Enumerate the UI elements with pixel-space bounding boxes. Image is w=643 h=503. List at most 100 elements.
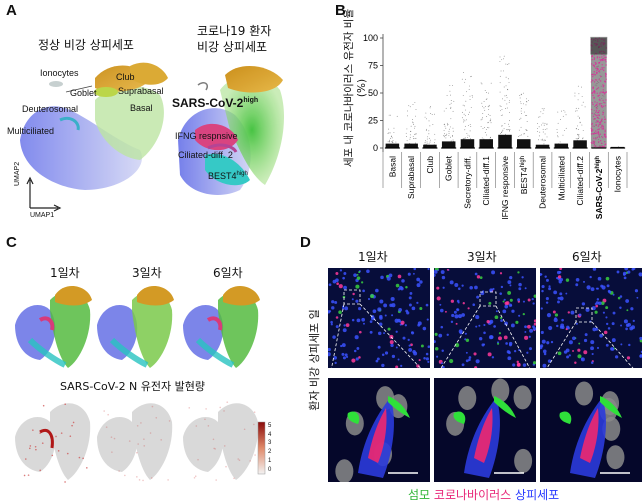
cell-dot [361,281,364,284]
cell-dot [632,319,635,323]
cell-dot [547,359,552,363]
cell-dot [344,306,349,311]
data-point [593,97,595,99]
data-point [594,113,597,116]
data-point [488,108,490,110]
cell-dot [570,310,575,315]
category-label: Deuterosomal [538,156,548,209]
data-point [577,134,579,136]
data-point [443,110,445,112]
data-point [500,132,501,134]
data-point [605,64,607,66]
cell-dot [411,306,416,311]
data-point [393,127,395,129]
data-point [450,94,451,96]
data-point [591,123,593,126]
data-point [603,141,606,143]
data-point [595,121,597,123]
data-point [452,139,454,141]
data-point [581,104,583,106]
dense-band [479,139,493,148]
umap-covid-title-line2: 비강 상피세포 [197,40,268,54]
cilia [494,396,516,418]
cell-dot [605,306,609,310]
data-point [499,60,501,62]
cell-dot [481,343,485,347]
data-point [448,132,450,134]
data-point [559,141,561,143]
cell-dot [331,306,335,310]
virus-signal [368,408,387,463]
cell-dot [377,345,381,349]
virus-signal [580,408,599,463]
cell-dot [416,277,421,282]
cell-dot [488,301,492,305]
data-point [490,118,492,120]
data-point [483,101,485,103]
cell-dot [395,346,398,349]
cell-dot [455,322,458,325]
data-point [578,93,580,95]
data-point [488,105,490,107]
data-point [432,124,434,126]
data-point [603,85,605,87]
d-day1: 1일차 [358,250,388,264]
data-point [593,81,596,83]
data-point [557,136,559,138]
data-point [543,140,545,142]
data-point [471,75,472,77]
data-point [561,110,562,112]
data-point [509,129,511,131]
cell-dot [391,314,394,317]
data-point [605,136,607,139]
cell-dot [550,340,554,344]
cell-dot [436,296,441,301]
cell-dot [545,301,549,304]
data-point [565,127,567,129]
data-point [414,125,416,127]
cell-dot [596,298,600,301]
cell-dot [384,351,389,355]
data-point [501,130,503,132]
data-point [501,109,503,111]
cell-dot [418,359,421,362]
cell-dot [503,335,508,340]
data-point [429,125,431,127]
data-point [388,114,390,116]
cell-dot [405,309,409,313]
data-point [591,79,593,81]
cell-dot [565,292,568,295]
dense-band [385,143,400,148]
cell-dot [590,340,595,345]
data-point [604,134,606,136]
cell-dot [342,295,346,299]
cell-dot [595,304,599,308]
data-point [593,92,596,94]
data-point [578,136,580,138]
data-point [428,133,430,135]
data-point [520,101,522,103]
data-point [485,99,487,100]
data-point [445,107,447,109]
data-point [505,94,507,96]
data-point [481,83,483,85]
cell-dot [605,316,608,319]
data-point [546,124,548,126]
data-point [543,143,545,145]
cell-dot [462,302,465,305]
data-point [564,130,566,132]
cell-dot [436,355,439,358]
data-point [575,110,577,112]
panel-label-d: D [300,234,311,251]
data-point [518,129,520,131]
data-point [499,75,501,77]
data-point [590,141,593,144]
data-point [507,78,509,80]
category-label: IFNG responsive [500,156,510,220]
cell-dot [353,349,357,353]
data-point [592,129,594,131]
cell-dot [533,319,536,323]
data-point [484,90,486,92]
cell-dot [591,306,596,311]
data-point [578,107,580,109]
